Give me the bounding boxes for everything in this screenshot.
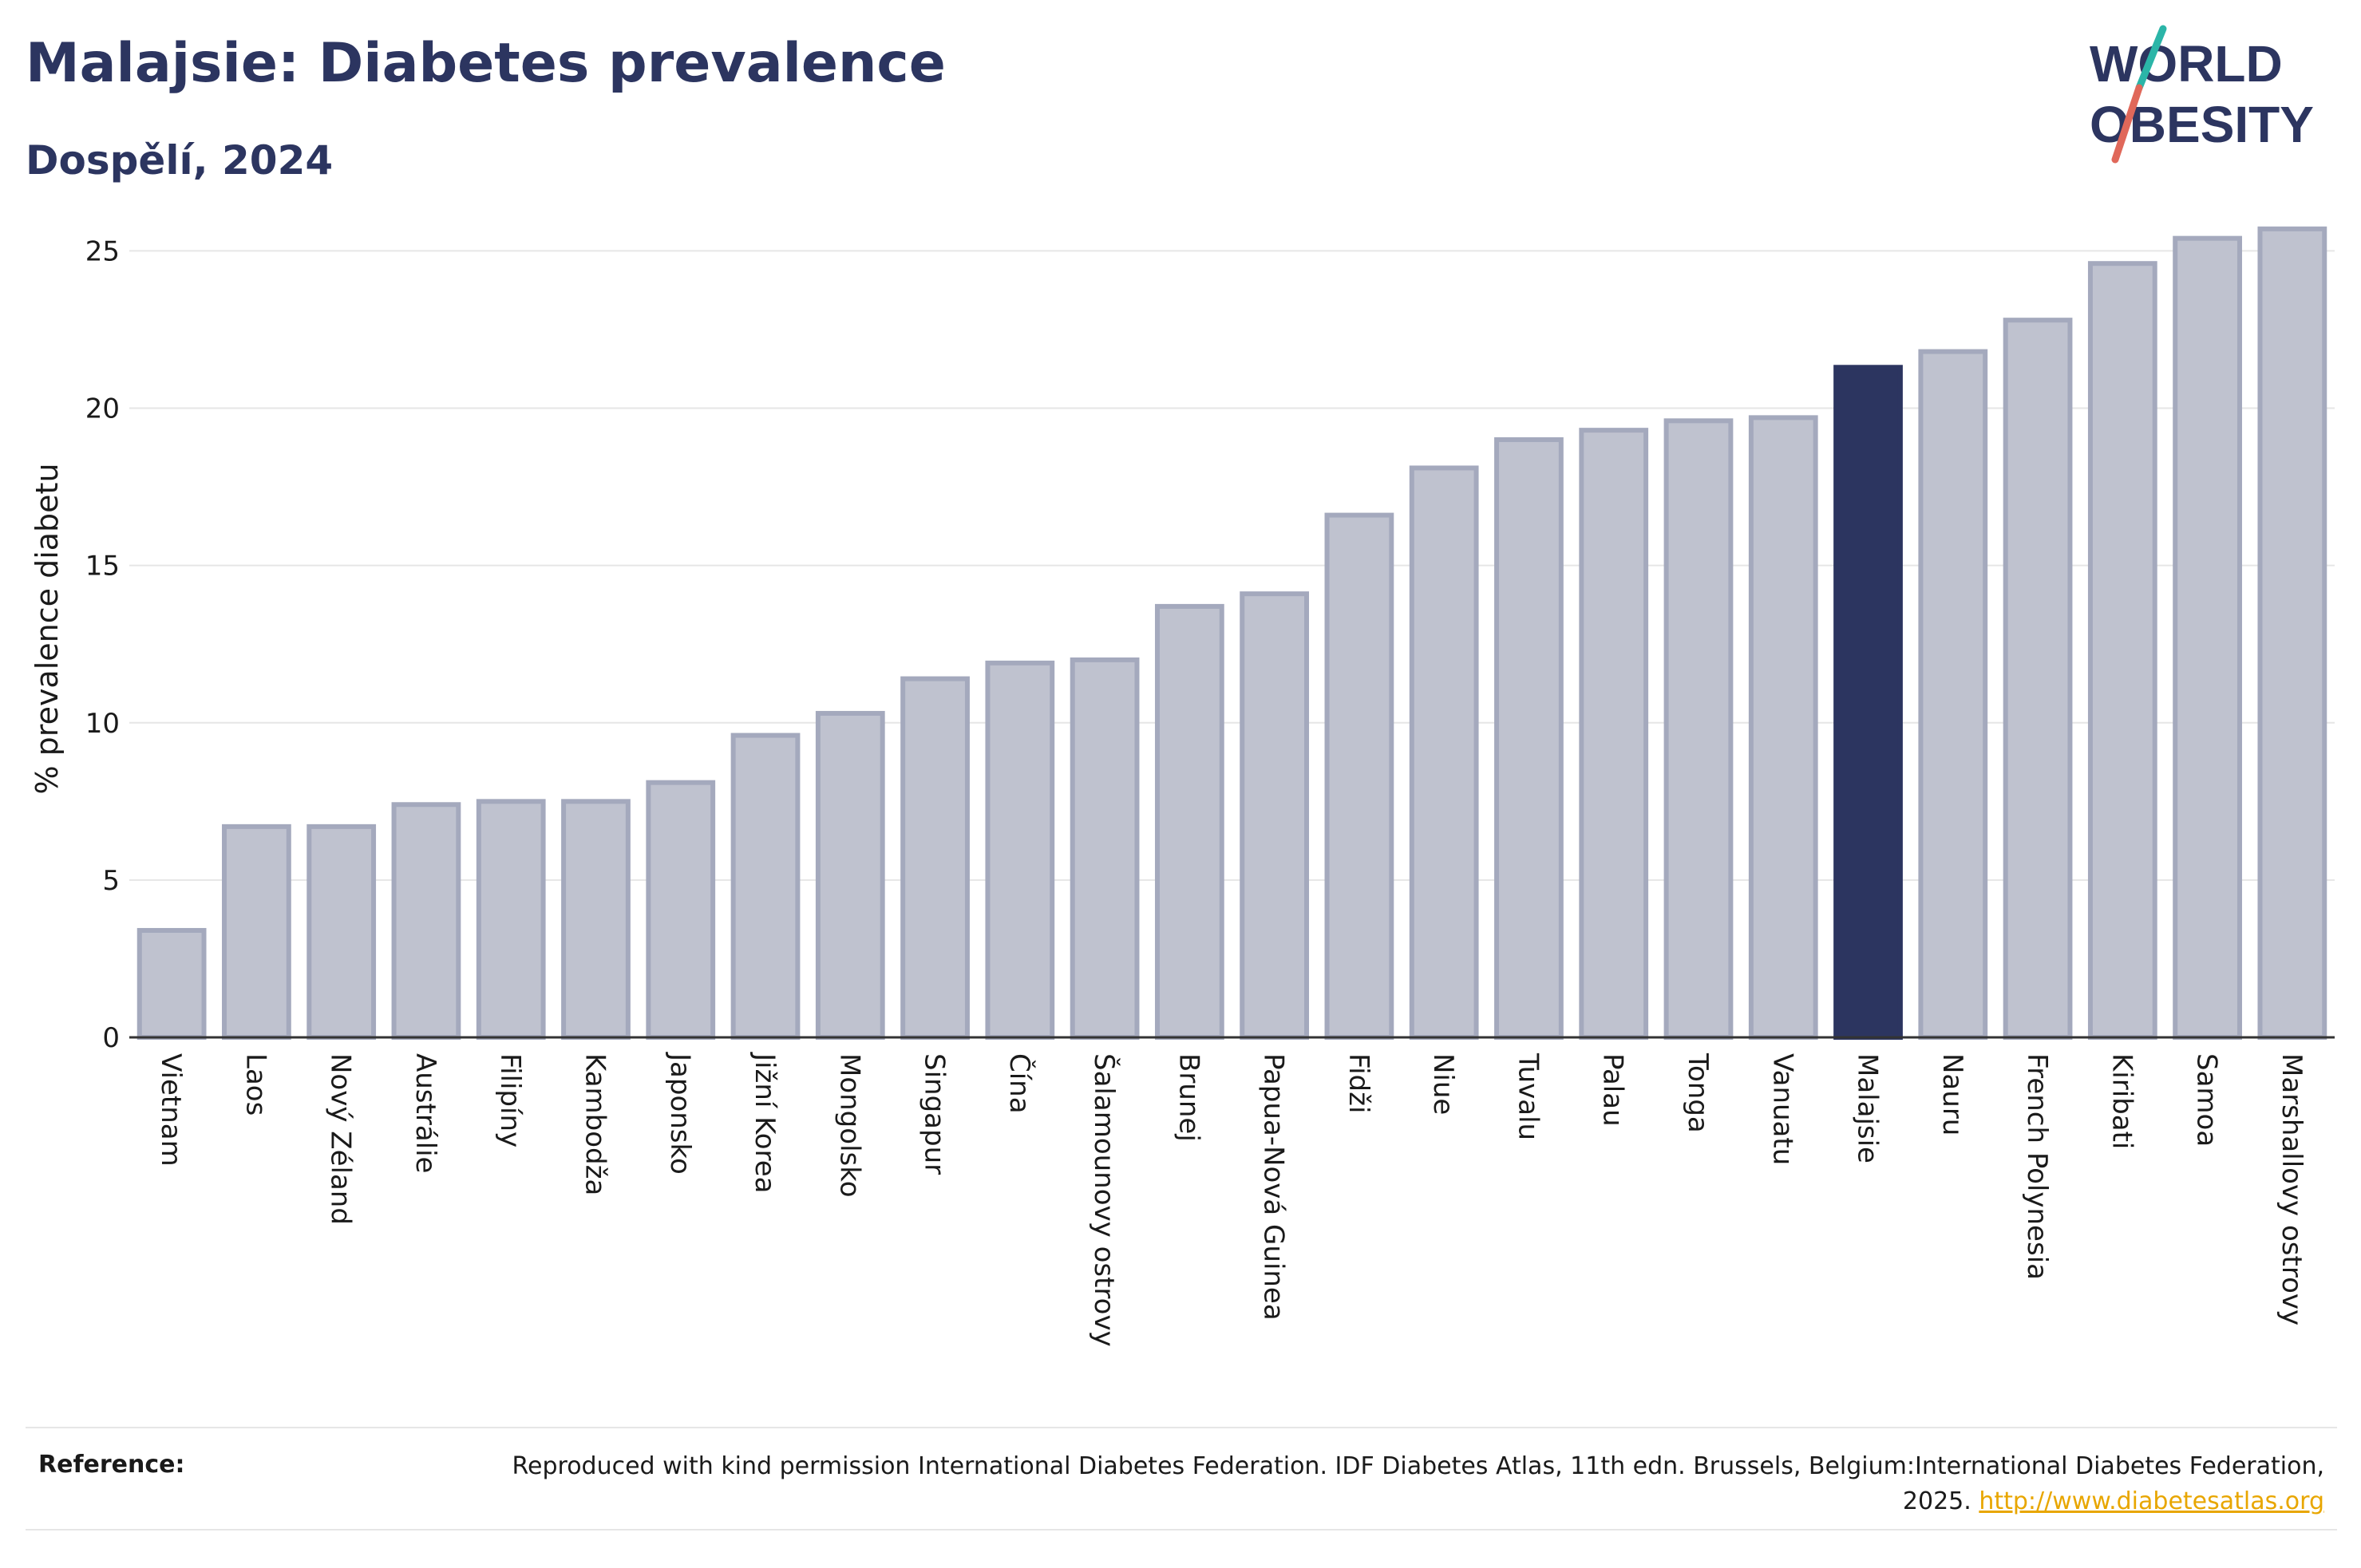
x-tick-label: Samoa bbox=[2191, 1053, 2223, 1147]
x-tick-label: Tonga bbox=[1682, 1053, 1714, 1133]
y-tick-labels: 0 5 10 15 20 25 bbox=[85, 235, 120, 1054]
bar-brunej bbox=[1154, 603, 1224, 1040]
logo-line1: WORLD bbox=[2090, 35, 2283, 93]
bar-french-polynesia bbox=[2003, 318, 2073, 1040]
y-tick-label: 15 bbox=[85, 551, 120, 583]
bar-čína bbox=[985, 660, 1055, 1040]
x-tick-label: Kiribati bbox=[2106, 1053, 2138, 1149]
y-tick-label: 0 bbox=[102, 1022, 120, 1054]
bar-filipíny bbox=[476, 799, 546, 1040]
bar-fidži bbox=[1324, 512, 1394, 1040]
bar-samoa bbox=[2173, 235, 2242, 1040]
x-tick-label: Kambodža bbox=[579, 1053, 611, 1195]
x-tick-label: Malajsie bbox=[1852, 1053, 1884, 1163]
x-tick-label: Austrálie bbox=[409, 1053, 441, 1173]
bar-laos bbox=[222, 823, 291, 1040]
bar-šalamounovy-ostrovy bbox=[1070, 657, 1140, 1041]
bar-tonga bbox=[1663, 418, 1734, 1040]
reference-link[interactable]: http://www.diabetesatlas.org bbox=[1979, 1487, 2324, 1515]
reference-text: Reproduced with kind permission Internat… bbox=[512, 1452, 2324, 1515]
x-tick-labels: Vietnam Laos Nový Zéland Austrálie Filipíny K… bbox=[155, 1052, 2308, 1347]
x-tick-label: Papua-Nová Guinea bbox=[1258, 1053, 1290, 1321]
bar-jižní-korea bbox=[730, 733, 801, 1040]
x-tick-label: Laos bbox=[239, 1053, 271, 1116]
bar-malajsie bbox=[1833, 365, 1903, 1040]
world-obesity-logo: WORLD OBESITY bbox=[2090, 25, 2314, 164]
bar-chart: 0 5 10 15 20 25 Vietnam Laos Nový Zéland Austrál… bbox=[30, 226, 2335, 1347]
bar-tuvalu bbox=[1494, 436, 1564, 1040]
x-tick-label: Čína bbox=[1003, 1053, 1036, 1114]
y-tick-label: 20 bbox=[85, 393, 120, 425]
bar-niue bbox=[1409, 465, 1479, 1040]
x-tick-label: Nauru bbox=[1936, 1053, 1968, 1136]
bar-vietnam bbox=[136, 927, 207, 1041]
y-axis-label: % prevalence diabetu bbox=[30, 463, 65, 794]
bars bbox=[136, 226, 2327, 1041]
x-tick-label: Vietnam bbox=[155, 1053, 187, 1167]
y-tick-label: 10 bbox=[85, 708, 120, 740]
chart-subtitle: Dospělí, 2024 bbox=[26, 137, 334, 184]
reference-text-block: Reproduced with kind permission Internat… bbox=[488, 1449, 2324, 1519]
bar-marshallovy-ostrovy bbox=[2257, 226, 2327, 1041]
x-tick-label: Marshallovy ostrovy bbox=[2276, 1053, 2308, 1325]
x-tick-label: Fidži bbox=[1343, 1053, 1374, 1113]
x-tick-label: Tuvalu bbox=[1512, 1053, 1544, 1140]
bar-vanuatu bbox=[1748, 415, 1818, 1040]
x-tick-label: Filipíny bbox=[494, 1053, 526, 1147]
bar-nový-zéland bbox=[306, 823, 377, 1040]
x-tick-label: Singapur bbox=[919, 1053, 951, 1175]
y-tick-label: 25 bbox=[85, 235, 120, 267]
x-tick-label: Jižní Korea bbox=[749, 1052, 781, 1194]
bar-kambodža bbox=[561, 799, 631, 1040]
x-tick-label: Japonsko bbox=[664, 1052, 696, 1175]
x-tick-label: Mongolsko bbox=[833, 1053, 865, 1198]
bar-nauru bbox=[1918, 349, 1988, 1041]
reference-label: Reference: bbox=[38, 1451, 185, 1479]
x-tick-label: Niue bbox=[1427, 1053, 1459, 1115]
chart-title: Malajsie: Diabetes prevalence bbox=[26, 32, 946, 95]
x-tick-label: French Polynesia bbox=[2021, 1053, 2053, 1280]
bar-singapur bbox=[900, 676, 970, 1040]
reference-box: Reference: Reproduced with kind permissi… bbox=[26, 1427, 2337, 1530]
bar-kiribati bbox=[2087, 261, 2157, 1040]
x-tick-label: Šalamounovy ostrovy bbox=[1088, 1053, 1121, 1347]
y-tick-label: 5 bbox=[102, 865, 120, 897]
x-tick-label: Palau bbox=[1597, 1053, 1629, 1127]
bar-austrálie bbox=[391, 802, 461, 1040]
x-tick-label: Vanuatu bbox=[1766, 1053, 1798, 1165]
bar-palau bbox=[1579, 428, 1649, 1040]
logo-slash-coral bbox=[2111, 84, 2143, 164]
bar-mongolsko bbox=[815, 710, 885, 1040]
x-tick-label: Brunej bbox=[1173, 1053, 1204, 1142]
x-tick-label: Nový Zéland bbox=[325, 1053, 357, 1225]
bar-papua-nová-guinea bbox=[1240, 591, 1310, 1040]
bar-japonsko bbox=[646, 780, 716, 1041]
logo-slash-teal bbox=[2135, 25, 2167, 92]
